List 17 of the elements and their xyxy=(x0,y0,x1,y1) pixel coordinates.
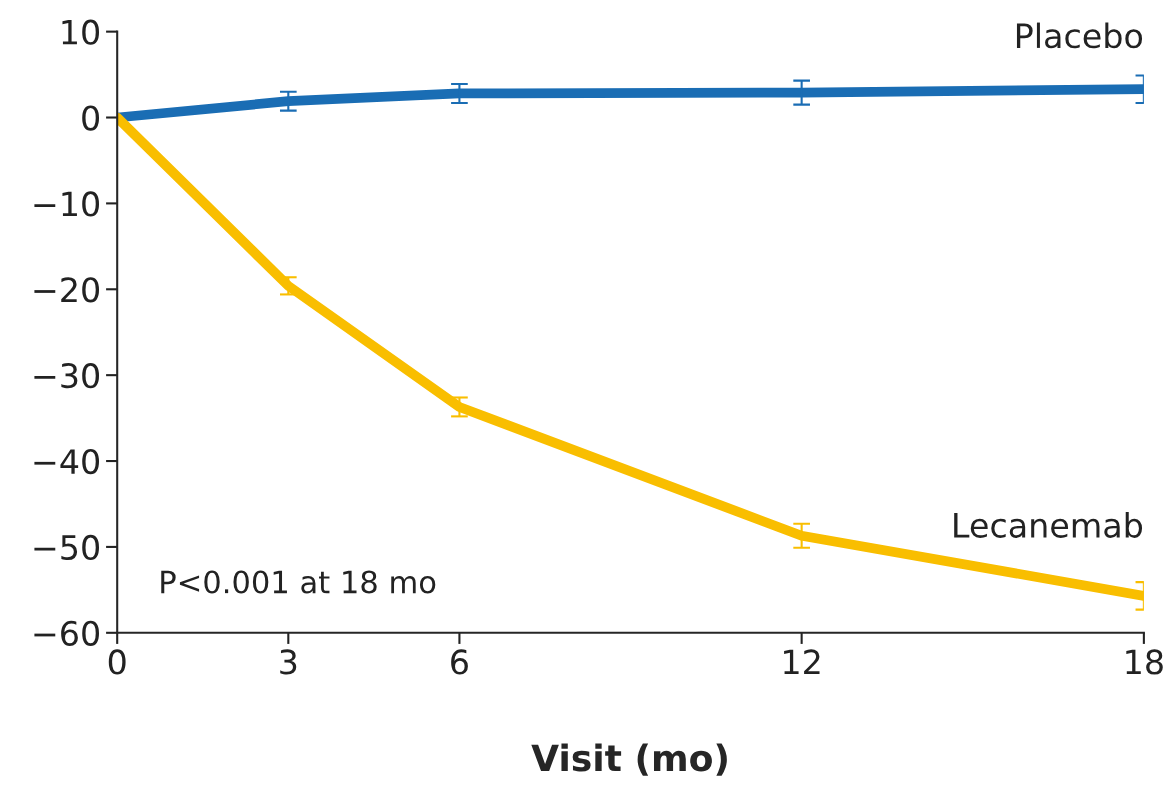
x-axis-title: Visit (mo) xyxy=(531,743,727,776)
x-tick-label: 3 xyxy=(280,649,297,675)
y-tick-label: −30 xyxy=(34,363,100,389)
annotation: P<0.001 at 18 mo xyxy=(161,570,436,594)
y-tick-label: −60 xyxy=(34,620,100,646)
x-tick-label: 12 xyxy=(784,649,820,675)
x-tick-label: 18 xyxy=(1126,649,1163,675)
y-tick-label: 10 xyxy=(62,19,100,45)
series-label: Placebo xyxy=(1016,22,1143,49)
x-tick-label: 0 xyxy=(108,649,126,675)
y-tick-label: −10 xyxy=(34,191,100,217)
y-tick-label: −50 xyxy=(34,534,100,561)
x-tick-label: 6 xyxy=(451,649,468,675)
y-tick-label: −20 xyxy=(34,277,100,303)
y-tick-label: −40 xyxy=(34,448,100,475)
series-label: Lecanemab xyxy=(954,512,1143,538)
y-tick-label: 0 xyxy=(82,105,100,131)
